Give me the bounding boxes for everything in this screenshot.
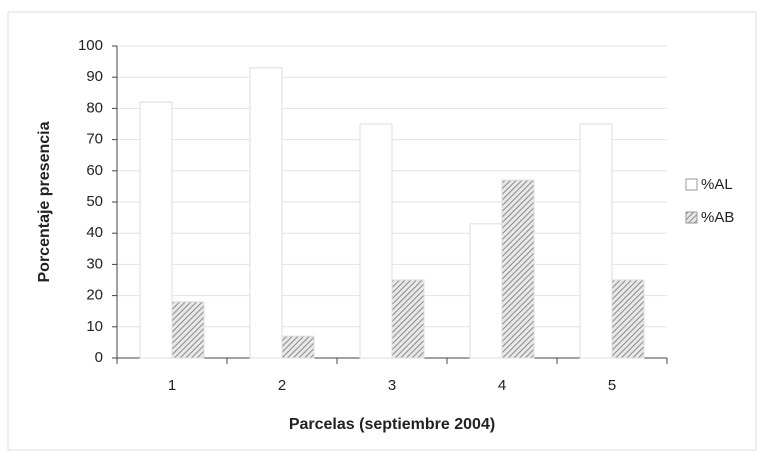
y-tick-label: 100 — [78, 37, 103, 54]
bar — [391, 279, 425, 359]
bar — [469, 223, 503, 359]
x-axis-label: Parcelas (septiembre 2004) — [289, 416, 495, 433]
legend-label: %AB — [701, 209, 734, 226]
y-tick-label: 50 — [86, 193, 103, 210]
legend-label: %AL — [701, 176, 733, 193]
x-tick-label: 2 — [278, 377, 286, 394]
y-tick-label: 20 — [86, 287, 103, 304]
x-tick-label: 3 — [388, 377, 396, 394]
y-tick-label: 10 — [86, 318, 103, 335]
x-tick-label: 1 — [168, 377, 176, 394]
bar — [501, 179, 535, 359]
bar — [359, 123, 393, 359]
y-tick-label: 70 — [86, 131, 103, 148]
bar — [139, 101, 173, 359]
y-tick-label: 80 — [86, 99, 103, 116]
legend-swatch — [685, 178, 698, 191]
y-axis-label: Porcentaje presencia — [36, 121, 53, 282]
bar — [281, 335, 315, 359]
bar — [171, 301, 205, 359]
bar — [249, 67, 283, 359]
y-tick-label: 60 — [86, 162, 103, 179]
bar — [579, 123, 613, 359]
x-tick-label: 5 — [608, 377, 616, 394]
bar — [611, 279, 645, 359]
y-tick-label: 90 — [86, 68, 103, 85]
x-tick-label: 4 — [498, 377, 506, 394]
legend-swatch — [685, 211, 698, 224]
y-tick-label: 0 — [95, 349, 103, 366]
y-tick-label: 40 — [86, 224, 103, 241]
y-tick-label: 30 — [86, 255, 103, 272]
